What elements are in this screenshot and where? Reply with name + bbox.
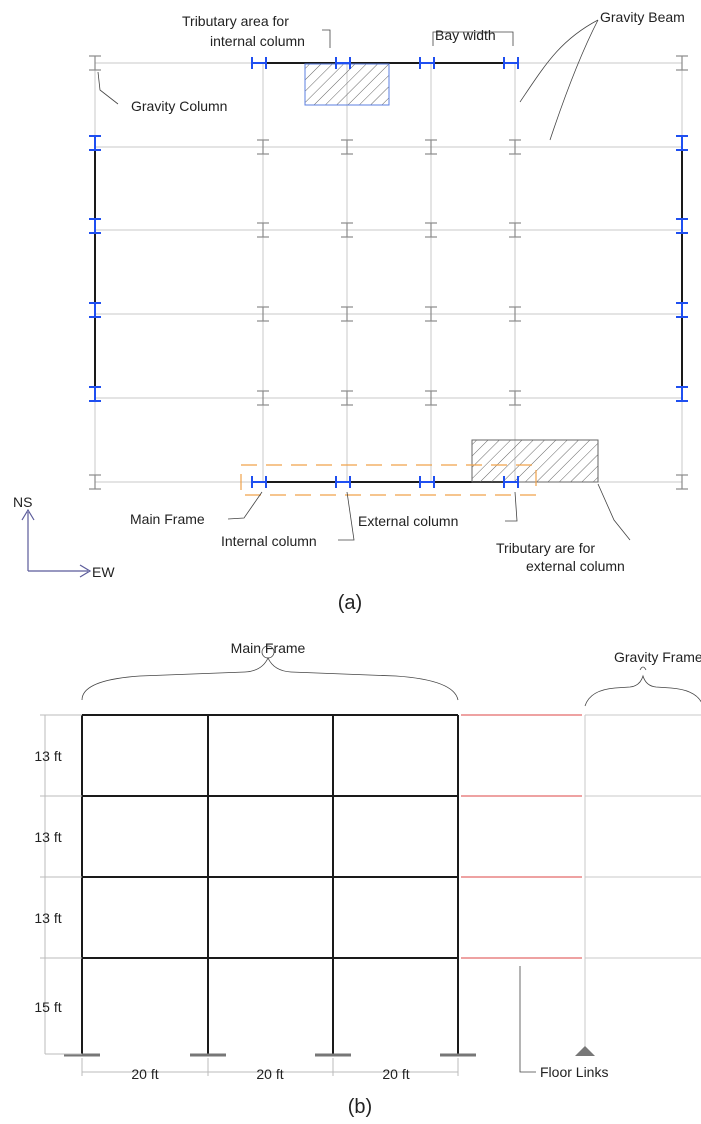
tributary-area-external — [471, 439, 599, 483]
story-height-2: 13 ft — [34, 910, 61, 926]
gravity-frame-brace — [584, 674, 701, 707]
gravity-column-icon — [341, 139, 353, 155]
floor-links-label: Floor Links — [540, 1064, 608, 1080]
gravity-frame-title: Gravity Frame — [614, 649, 701, 665]
main-frame-column-icon — [503, 57, 519, 69]
main-frame-column-icon — [676, 386, 688, 402]
tributary-internal-label-line1: Tributary area for — [182, 13, 289, 29]
bay-width-2: 20 ft — [256, 1066, 283, 1082]
plan-columns — [89, 55, 688, 490]
main-frame-label: Main Frame — [130, 511, 205, 527]
gravity-column-label: Gravity Column — [131, 98, 227, 114]
main-frame-beams — [94, 62, 683, 483]
main-frame-column-icon — [89, 302, 101, 318]
plan-labels: Tributary area for internal column Bay w… — [130, 9, 685, 574]
main-frame-column-icon — [335, 57, 351, 69]
bay-width-3: 20 ft — [382, 1066, 409, 1082]
gravity-frame-elevation — [575, 714, 701, 1056]
ns-axis-label: NS — [13, 494, 32, 510]
pin-support — [575, 1046, 595, 1056]
story-height-1: 15 ft — [34, 999, 61, 1015]
main-frame-column-icon — [89, 218, 101, 234]
ew-axis-label: EW — [92, 564, 115, 580]
elevation-caption: (b) — [348, 1096, 372, 1118]
floor-links — [461, 714, 582, 959]
gravity-column-icon — [425, 222, 437, 238]
main-frame-column-icon — [676, 218, 688, 234]
plan-grid — [94, 62, 683, 483]
gravity-column-icon — [341, 390, 353, 406]
main-frame-column-icon — [89, 386, 101, 402]
bay-width-label: Bay width — [435, 27, 496, 43]
plan-leaders — [97, 19, 631, 541]
gravity-column-icon — [257, 222, 269, 238]
main-frame-column-icon — [503, 476, 519, 488]
gravity-column-icon — [676, 474, 688, 490]
gravity-column-icon — [341, 222, 353, 238]
plan-caption: (a) — [338, 592, 362, 614]
main-frame-title: Main Frame — [231, 640, 306, 656]
gravity-column-icon — [509, 222, 521, 238]
gravity-column-icon — [89, 55, 101, 71]
internal-column-label: Internal column — [221, 533, 317, 549]
story-height-4: 13 ft — [34, 748, 61, 764]
compass-axes: NS EW — [13, 494, 115, 580]
gravity-column-icon — [257, 390, 269, 406]
tributary-external-label-line2: external column — [526, 558, 625, 574]
gravity-column-icon — [89, 474, 101, 490]
gravity-beam-label: Gravity Beam — [600, 9, 685, 25]
story-height-3: 13 ft — [34, 829, 61, 845]
gravity-column-icon — [509, 139, 521, 155]
main-frame-column-icon — [676, 135, 688, 151]
tributary-area-internal — [304, 63, 390, 106]
main-frame-elevation — [81, 714, 459, 1054]
bay-width-1: 20 ft — [131, 1066, 158, 1082]
gravity-column-icon — [425, 139, 437, 155]
main-frame-column-icon — [419, 57, 435, 69]
plan-view: Tributary area for internal column Bay w… — [13, 9, 688, 614]
gravity-column-icon — [425, 306, 437, 322]
elevation-view: Main Frame Gravity Frame — [34, 640, 701, 1118]
dimension-lines — [40, 714, 459, 1076]
main-frame-column-icon — [419, 476, 435, 488]
gravity-column-icon — [509, 390, 521, 406]
main-frame-column-icon — [251, 476, 267, 488]
main-frame-box — [240, 464, 537, 496]
external-column-label: External column — [358, 513, 458, 529]
main-frame-column-icon — [251, 57, 267, 69]
main-frame-column-icon — [89, 135, 101, 151]
tributary-internal-label-line2: internal column — [210, 33, 305, 49]
main-frame-brace — [81, 657, 459, 701]
gravity-column-icon — [676, 55, 688, 71]
main-frame-column-icon — [676, 302, 688, 318]
tributary-external-label-line1: Tributary are for — [496, 540, 595, 556]
main-frame-column-icon — [335, 476, 351, 488]
gravity-column-icon — [425, 390, 437, 406]
gravity-column-icon — [257, 139, 269, 155]
gravity-column-icon — [509, 306, 521, 322]
gravity-column-icon — [341, 306, 353, 322]
gravity-column-icon — [257, 306, 269, 322]
